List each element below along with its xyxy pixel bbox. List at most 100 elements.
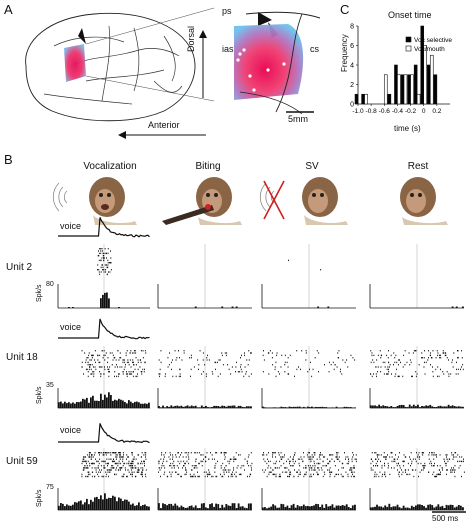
raster-spike [205,373,207,375]
condition-sv: SV [305,161,319,172]
raster-spike [431,452,433,454]
raster-spike [427,359,429,361]
raster-spike [407,473,409,476]
raster-spike [314,357,316,359]
psth-bar [286,407,289,408]
raster-spike [308,458,310,460]
raster-spike [131,462,133,465]
raster-spike [131,475,133,478]
raster-spike [125,352,127,354]
raster-spike [134,467,136,469]
psth-bar [106,292,108,308]
raster-spike [100,373,102,375]
raster-spike [221,452,222,454]
raster-spike [430,460,432,463]
psth-bar [100,495,102,510]
psth-bar [462,507,464,510]
raster-spike [140,371,142,373]
raster-spike [454,471,455,473]
raster-spike [311,467,313,469]
raster-spike [303,452,304,454]
raster-spike [239,371,241,373]
psth-bar [225,406,228,408]
raster-spike [95,361,96,364]
brain-lateral-view [25,7,215,122]
psth-bar [136,505,138,510]
histogram-bar [410,74,414,105]
raster-spike [463,458,464,460]
raster-spike [167,366,169,368]
raster-spike [160,467,162,469]
raster-spike [81,366,83,368]
raster-spike [270,467,272,469]
raster-spike [250,473,252,476]
raster-spike [132,361,133,364]
raster-spike [115,469,117,471]
raster-spike [197,359,199,361]
raster-spike [397,364,399,366]
psth-bar [213,405,216,408]
raster-spike [126,458,127,460]
raster-spike [377,456,378,458]
raster-spike [446,469,447,471]
raster-spike [129,352,131,354]
raster-spike [347,366,349,368]
raster-spike [106,266,108,269]
psth-bar [172,505,175,510]
histogram-bar [383,74,388,105]
raster-spike [399,467,401,469]
raster-spike [182,456,184,458]
raster-spike [400,361,401,364]
raster-spike [393,352,395,354]
raster-spike [131,465,133,467]
raster-spike [422,357,423,359]
raster-spike [135,357,137,359]
raster-spike [409,473,411,476]
raster-spike [439,357,441,359]
raster-spike [84,467,86,469]
psth-bar [341,505,344,510]
raster-spike [83,460,85,463]
psth-bar [104,394,106,408]
raster-spike [188,462,190,465]
psth-bar [76,402,78,408]
raster-spike [451,361,453,364]
raster-spike [244,352,245,354]
raster-spike [322,460,324,463]
y-tick-label: 0 [350,102,354,109]
raster-spike [131,454,133,456]
raster-spike [393,364,394,366]
raster-spike [186,452,188,454]
condition-vocalization: Vocalization [83,161,137,172]
raster-spike [450,471,452,473]
raster-spike [91,462,93,465]
raster-spike [250,467,252,469]
raster-spike [172,375,174,378]
raster-spike [91,364,93,366]
raster-spike [268,471,270,473]
raster-spike [118,359,120,361]
raster-spike [316,471,318,473]
raster-spike [446,458,448,460]
raster-spike [81,462,83,465]
raster-spike [268,465,270,467]
x-tick-label: -1.0 [352,108,364,115]
raster-spike [119,454,120,456]
psth-bar [144,504,146,510]
raster-spike [422,452,424,454]
raster-spike [349,469,351,471]
psth-bar [207,508,209,510]
raster-spike [121,366,123,368]
psth-bar [196,508,199,510]
raster-spike [311,469,313,471]
psth-bar [184,406,187,408]
raster-spike [373,373,374,375]
raster-spike [240,366,241,368]
unit-label-18: Unit 18 [6,352,38,363]
raster-spike [342,475,344,478]
raster-spike [130,371,132,373]
raster-spike [204,364,206,366]
raster-spike [125,354,127,357]
raster-spike [223,473,225,476]
